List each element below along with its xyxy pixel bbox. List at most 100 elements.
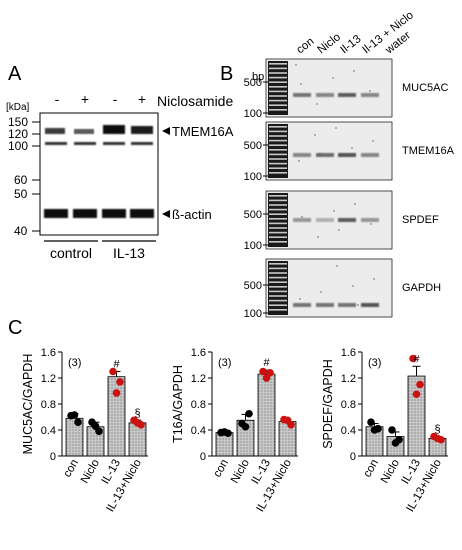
data-point [409,354,417,363]
y-axis-label: T16A/GAPDH [171,365,185,443]
bp-marker-100: 100 [244,240,262,252]
data-point [241,422,250,431]
category-label: con [361,458,381,480]
group-il13: IL-13 [113,245,145,261]
n-label: (3) [68,357,81,369]
kda-50: 50 [14,187,28,201]
data-point [370,426,379,434]
gel-band [338,218,356,222]
gel-band [293,218,311,222]
gel-band [338,93,356,97]
gel-label: SPDEF [402,214,439,226]
sign-lane-1: - [55,91,60,107]
niclosamide-label: Niclosamide [157,93,233,109]
sign-lane-2: + [81,91,89,107]
data-point [367,418,375,427]
tmem16a-arrow-icon [162,127,170,135]
kda-unit: [kDa] [6,102,30,113]
bar-il-13 [407,375,426,457]
data-point [245,409,253,418]
tmem16a-label: TMEM16A [172,124,234,139]
bp-marker-100: 100 [244,108,262,120]
y-tick-label: 0 [200,451,206,463]
gel-band [293,153,311,157]
significance-mark: § [434,424,440,436]
panel-c-letter: C [8,317,22,339]
dna-ladder [268,193,288,247]
category-label: con [61,458,81,480]
data-point [91,422,100,430]
y-tick-label: 0.8 [41,399,56,411]
kda-40: 40 [14,224,28,238]
n-label: (3) [218,357,231,369]
chart-2: T16A/GAPDH00.40.81.21.6(3)conNiclo#IL-13… [171,347,298,514]
data-point [220,428,229,436]
panel-b-letter: B [220,63,233,85]
sign-lane-3: - [113,91,118,107]
y-tick-label: 1.6 [341,347,356,359]
data-point [391,439,400,447]
gel-tmem16a: TMEM16A 500 100 [244,121,455,183]
data-point [112,389,121,397]
bar-charts: MUC5AC/GAPDH00.40.81.21.6(3)conNiclo#IL-… [21,347,448,514]
y-tick-label: 0.8 [341,399,356,411]
category-label: Niclo [79,458,102,486]
y-tick-label: 0.8 [191,399,206,411]
gel-spdef: SPDEF 500 100 [244,190,439,252]
gel-band [338,153,356,157]
kda-100: 100 [8,139,28,153]
lane-il13: Il-13 [338,33,363,56]
data-point [262,374,271,382]
gel-gapdh: GAPDH 500 100 [244,258,441,320]
chart-1: MUC5AC/GAPDH00.40.81.21.6(3)conNiclo#IL-… [21,347,148,514]
data-point [116,378,124,386]
y-tick-label: 0.4 [191,425,206,437]
bar-il-13 [107,376,126,457]
y-tick-label: 0 [350,451,356,463]
kda-60: 60 [14,173,28,187]
gel-label: MUC5AC [402,82,449,94]
data-point [283,416,292,425]
chart-3: SPDEF/GAPDH00.40.81.21.6(3)conNiclo#IL-1… [321,347,448,514]
dna-ladder [268,261,288,315]
category-label: Niclo [229,458,252,486]
y-tick-label: 1.2 [341,373,356,385]
gel-band [361,303,379,307]
kda-markers: 150 120 100 60 50 40 [8,115,40,238]
significance-mark: # [413,353,420,365]
gel-band [338,303,356,307]
data-point [133,419,142,427]
actin-arrow-icon [162,210,170,218]
bar-il-13 [257,373,276,457]
bar-il-13-niclo [128,422,147,457]
gel-band [316,303,334,307]
gel-band [316,153,334,157]
gel-label: GAPDH [402,282,441,294]
gel-band [361,218,379,222]
significance-mark: # [113,359,120,371]
significance-mark: # [263,357,270,369]
data-point [433,434,442,443]
bp-marker-500: 500 [244,77,262,89]
gel-band [316,93,334,97]
y-tick-label: 1.6 [191,347,206,359]
category-label: Niclo [379,458,402,486]
bp-marker-500: 500 [244,280,262,292]
y-tick-label: 0.4 [341,425,356,437]
data-point [259,367,267,376]
y-tick-label: 0.4 [41,425,56,437]
kda-150: 150 [8,115,28,129]
bp-marker-100: 100 [244,171,262,183]
panel-a-letter: A [8,63,22,85]
gel-band [316,218,334,222]
lane-niclo: Niclo [315,31,343,56]
bp-marker-500: 500 [244,209,262,221]
category-label: con [211,458,231,480]
dna-ladder [268,61,288,115]
data-point [388,426,396,434]
gel-label: TMEM16A [402,145,455,157]
data-point [74,418,82,427]
y-axis-label: SPDEF/GAPDH [321,359,335,449]
y-axis-label: MUC5AC/GAPDH [21,354,35,455]
data-point [109,367,117,376]
